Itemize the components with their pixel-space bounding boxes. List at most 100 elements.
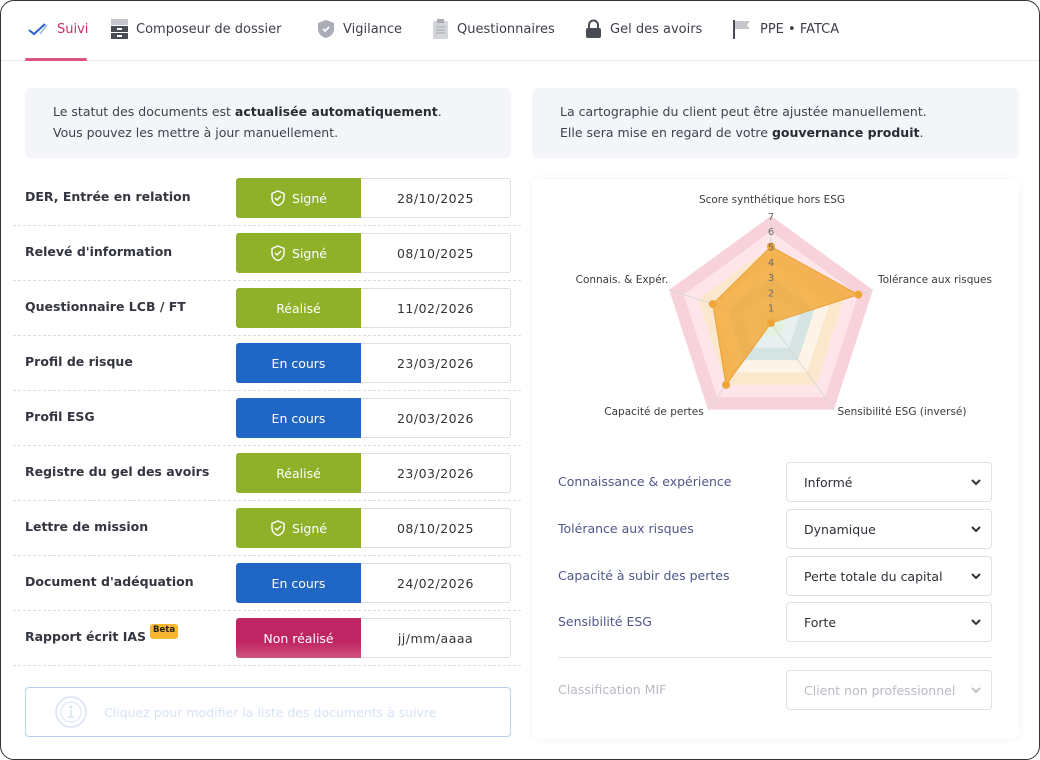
date-input[interactable]: jj/mm/aaaa bbox=[361, 618, 511, 658]
tab-label: Gel des avoirs bbox=[610, 21, 703, 37]
tab-label: PPE • FATCA bbox=[760, 21, 840, 37]
profile-select[interactable]: Forte bbox=[786, 602, 992, 642]
profile-select[interactable]: Perte totale du capital bbox=[786, 556, 992, 596]
active-tab-indicator bbox=[25, 58, 87, 61]
radar-axis-label: Capacité de pertes bbox=[604, 406, 703, 418]
date-input[interactable]: 08/10/2025 bbox=[361, 233, 511, 273]
divider bbox=[558, 657, 993, 658]
document-label: Registre du gel des avoirs bbox=[25, 464, 209, 479]
radar-point bbox=[767, 242, 775, 251]
date-value: 23/03/2026 bbox=[396, 465, 475, 481]
select-value: Informé bbox=[804, 474, 853, 490]
document-name: DER, Entrée en relation bbox=[25, 189, 191, 204]
tab-suivi[interactable]: Suivi bbox=[27, 17, 88, 41]
document-label: Relevé d'information bbox=[25, 244, 172, 259]
profile-select[interactable]: Informé bbox=[786, 462, 992, 502]
status-label: En cours bbox=[271, 410, 326, 426]
radar-tick-label: 7 bbox=[768, 212, 774, 223]
tab-composeur[interactable]: Composeur de dossier bbox=[111, 17, 281, 41]
status-label: En cours bbox=[271, 575, 326, 591]
radar-axis-label: Connais. & Expér. bbox=[576, 274, 669, 286]
date-input[interactable]: 23/03/2026 bbox=[361, 343, 511, 383]
date-input[interactable]: 11/02/2026 bbox=[361, 288, 511, 328]
radar-tick-label: 6 bbox=[768, 227, 774, 238]
document-name: Registre du gel des avoirs bbox=[25, 464, 210, 479]
profile-select[interactable]: Dynamique bbox=[786, 509, 992, 549]
tab-ppe-fatca[interactable]: PPE • FATCA bbox=[732, 17, 839, 41]
status-button[interactable]: Signé bbox=[236, 508, 361, 548]
document-label: Profil ESG bbox=[25, 409, 95, 424]
document-row: Lettre de mission Signé 08/10/2025 bbox=[13, 501, 521, 556]
classification-mif-select: Client non professionnel bbox=[786, 670, 992, 710]
radar-tick-label: 5 bbox=[768, 243, 774, 254]
status-label: En cours bbox=[271, 355, 326, 371]
chevron-down-icon bbox=[971, 687, 981, 694]
status-label: Signé bbox=[292, 245, 327, 261]
radar-axis-label: Tolérance aux risques bbox=[877, 274, 992, 286]
status-button[interactable]: Réalisé bbox=[236, 288, 361, 328]
document-name: Profil de risque bbox=[25, 354, 133, 369]
radar-point bbox=[767, 319, 775, 327]
date-input[interactable]: 24/02/2026 bbox=[361, 563, 511, 603]
document-label: Rapport écrit IAS Beta bbox=[25, 624, 179, 644]
date-input[interactable]: 20/03/2026 bbox=[361, 398, 511, 438]
document-label: DER, Entrée en relation bbox=[25, 189, 191, 204]
tab-label: Composeur de dossier bbox=[136, 21, 282, 37]
shield-check-icon bbox=[271, 245, 285, 261]
document-name: Document d'adéquation bbox=[25, 574, 194, 589]
edit-label: Cliquez pour modifier la liste des docum… bbox=[104, 704, 437, 720]
date-value: 24/02/2026 bbox=[396, 575, 475, 591]
status-button[interactable]: Signé bbox=[236, 233, 361, 273]
select-value: Client non professionnel bbox=[804, 682, 956, 698]
edit-documents-list-button[interactable]: Cliquez pour modifier la liste des docum… bbox=[25, 687, 511, 737]
status-button[interactable]: Non réalisé bbox=[236, 618, 361, 658]
date-value: 11/02/2026 bbox=[396, 300, 475, 316]
select-value: Dynamique bbox=[804, 521, 876, 537]
status-button[interactable]: En cours bbox=[236, 563, 361, 603]
top-nav: Suivi Composeur de dossier Vigilance Que… bbox=[1, 1, 1039, 61]
date-value: 23/03/2026 bbox=[396, 355, 475, 371]
shield-check-icon bbox=[271, 190, 285, 206]
document-label: Document d'adéquation bbox=[25, 574, 194, 589]
date-input[interactable]: 08/10/2025 bbox=[361, 508, 511, 548]
classification-mif-label: Classification MIF bbox=[558, 682, 667, 697]
date-input[interactable]: 23/03/2026 bbox=[361, 453, 511, 493]
shield-icon bbox=[318, 20, 334, 38]
chevron-down-icon bbox=[971, 479, 981, 486]
info-icon bbox=[55, 696, 87, 728]
shield-check-icon bbox=[271, 520, 285, 536]
radar-tick-label: 1 bbox=[768, 304, 774, 315]
select-value: Perte totale du capital bbox=[804, 568, 943, 584]
status-button[interactable]: En cours bbox=[236, 398, 361, 438]
cartography-info-box: La cartographie du client peut être ajus… bbox=[532, 88, 1019, 158]
check-icon bbox=[28, 23, 48, 36]
status-button[interactable]: Réalisé bbox=[236, 453, 361, 493]
status-button[interactable]: Signé bbox=[236, 178, 361, 218]
radar-tick-label: 3 bbox=[768, 273, 774, 284]
radar-axis-line bbox=[770, 322, 835, 410]
date-input[interactable]: 28/10/2025 bbox=[361, 178, 511, 218]
date-value: 08/10/2025 bbox=[396, 520, 475, 536]
status-button[interactable]: En cours bbox=[236, 343, 361, 383]
tab-label: Vigilance bbox=[343, 21, 403, 37]
tab-questionnaires[interactable]: Questionnaires bbox=[432, 17, 555, 41]
document-row: Profil ESG En cours 20/03/2026 bbox=[13, 391, 521, 446]
field-label: Tolérance aux risques bbox=[558, 521, 694, 536]
cabinet-icon bbox=[111, 19, 128, 39]
document-name: Profil ESG bbox=[25, 409, 95, 424]
document-row: DER, Entrée en relation Signé 28/10/2025 bbox=[13, 171, 521, 226]
document-name: Rapport écrit IAS bbox=[25, 629, 147, 644]
document-row: Profil de risque En cours 23/03/2026 bbox=[13, 336, 521, 391]
tab-gel[interactable]: Gel des avoirs bbox=[585, 17, 702, 41]
tab-vigilance[interactable]: Vigilance bbox=[317, 17, 402, 41]
flag-icon bbox=[733, 20, 750, 39]
field-label: Sensibilité ESG bbox=[558, 614, 652, 629]
document-name: Relevé d'information bbox=[25, 244, 173, 259]
date-value: 08/10/2025 bbox=[396, 245, 475, 261]
radar-tick-label: 4 bbox=[768, 258, 774, 269]
document-label: Questionnaire LCB / FT bbox=[25, 299, 186, 314]
status-label: Réalisé bbox=[276, 300, 321, 316]
radar-tick-label: 2 bbox=[768, 288, 774, 299]
documents-info-box: Le statut des documents est actualisée a… bbox=[25, 88, 511, 158]
